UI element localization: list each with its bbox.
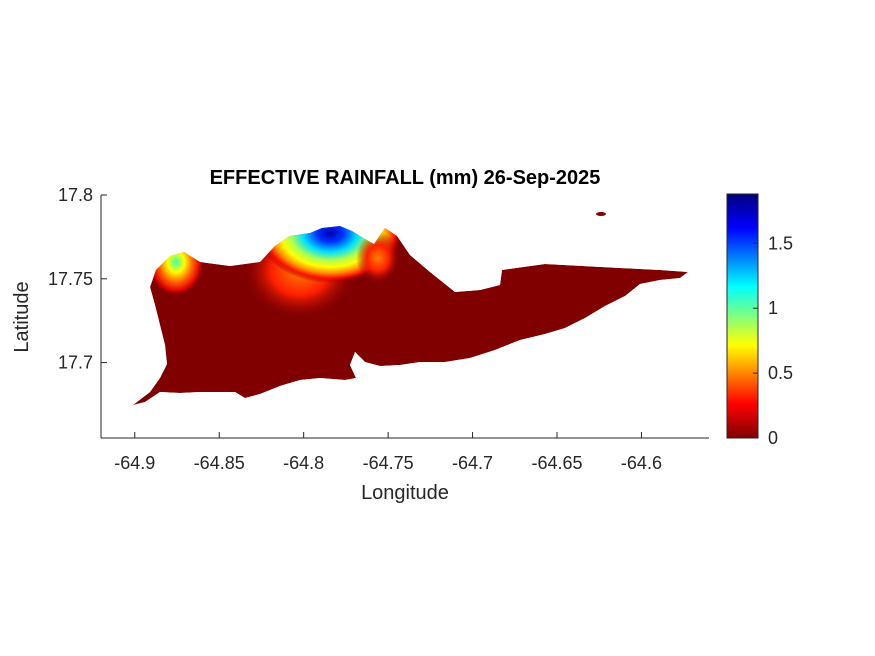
colorbar-tick-label: 0.5 xyxy=(768,363,793,383)
y-axis-ticks: 17.7 17.75 17.8 xyxy=(48,185,107,373)
x-axis-ticks: -64.9 -64.85 -64.8 -64.75 -64.7 -64.65 -64.6 xyxy=(114,432,662,473)
y-axis-label: Latitude xyxy=(11,281,33,352)
x-tick-label: -64.65 xyxy=(531,453,582,473)
x-tick-label: -64.7 xyxy=(452,453,493,473)
colorbar-tick-label: 1.5 xyxy=(768,233,793,253)
island-land xyxy=(133,226,688,405)
rainfall-hotspot-west xyxy=(148,228,204,296)
colorbar xyxy=(726,193,759,439)
rainfall-surface xyxy=(133,226,688,405)
islet xyxy=(596,212,606,216)
x-tick-label: -64.8 xyxy=(283,453,324,473)
y-tick-label: 17.75 xyxy=(48,269,93,289)
x-tick-label: -64.6 xyxy=(621,453,662,473)
chart-title: EFFECTIVE RAINFALL (mm) 26-Sep-2025 xyxy=(210,167,601,189)
colorbar-ticks: 0 0.5 1 1.5 xyxy=(753,233,793,448)
x-tick-label: -64.85 xyxy=(194,453,245,473)
x-axis-label: Longitude xyxy=(361,482,449,504)
x-tick-label: -64.75 xyxy=(363,453,414,473)
rainfall-hotspot-east xyxy=(356,232,400,284)
colorbar-tick-label: 1 xyxy=(768,298,778,318)
y-tick-label: 17.8 xyxy=(58,185,93,205)
y-tick-label: 17.7 xyxy=(58,353,93,373)
colorbar-tick-label: 0 xyxy=(768,428,778,448)
x-tick-label: -64.9 xyxy=(114,453,155,473)
